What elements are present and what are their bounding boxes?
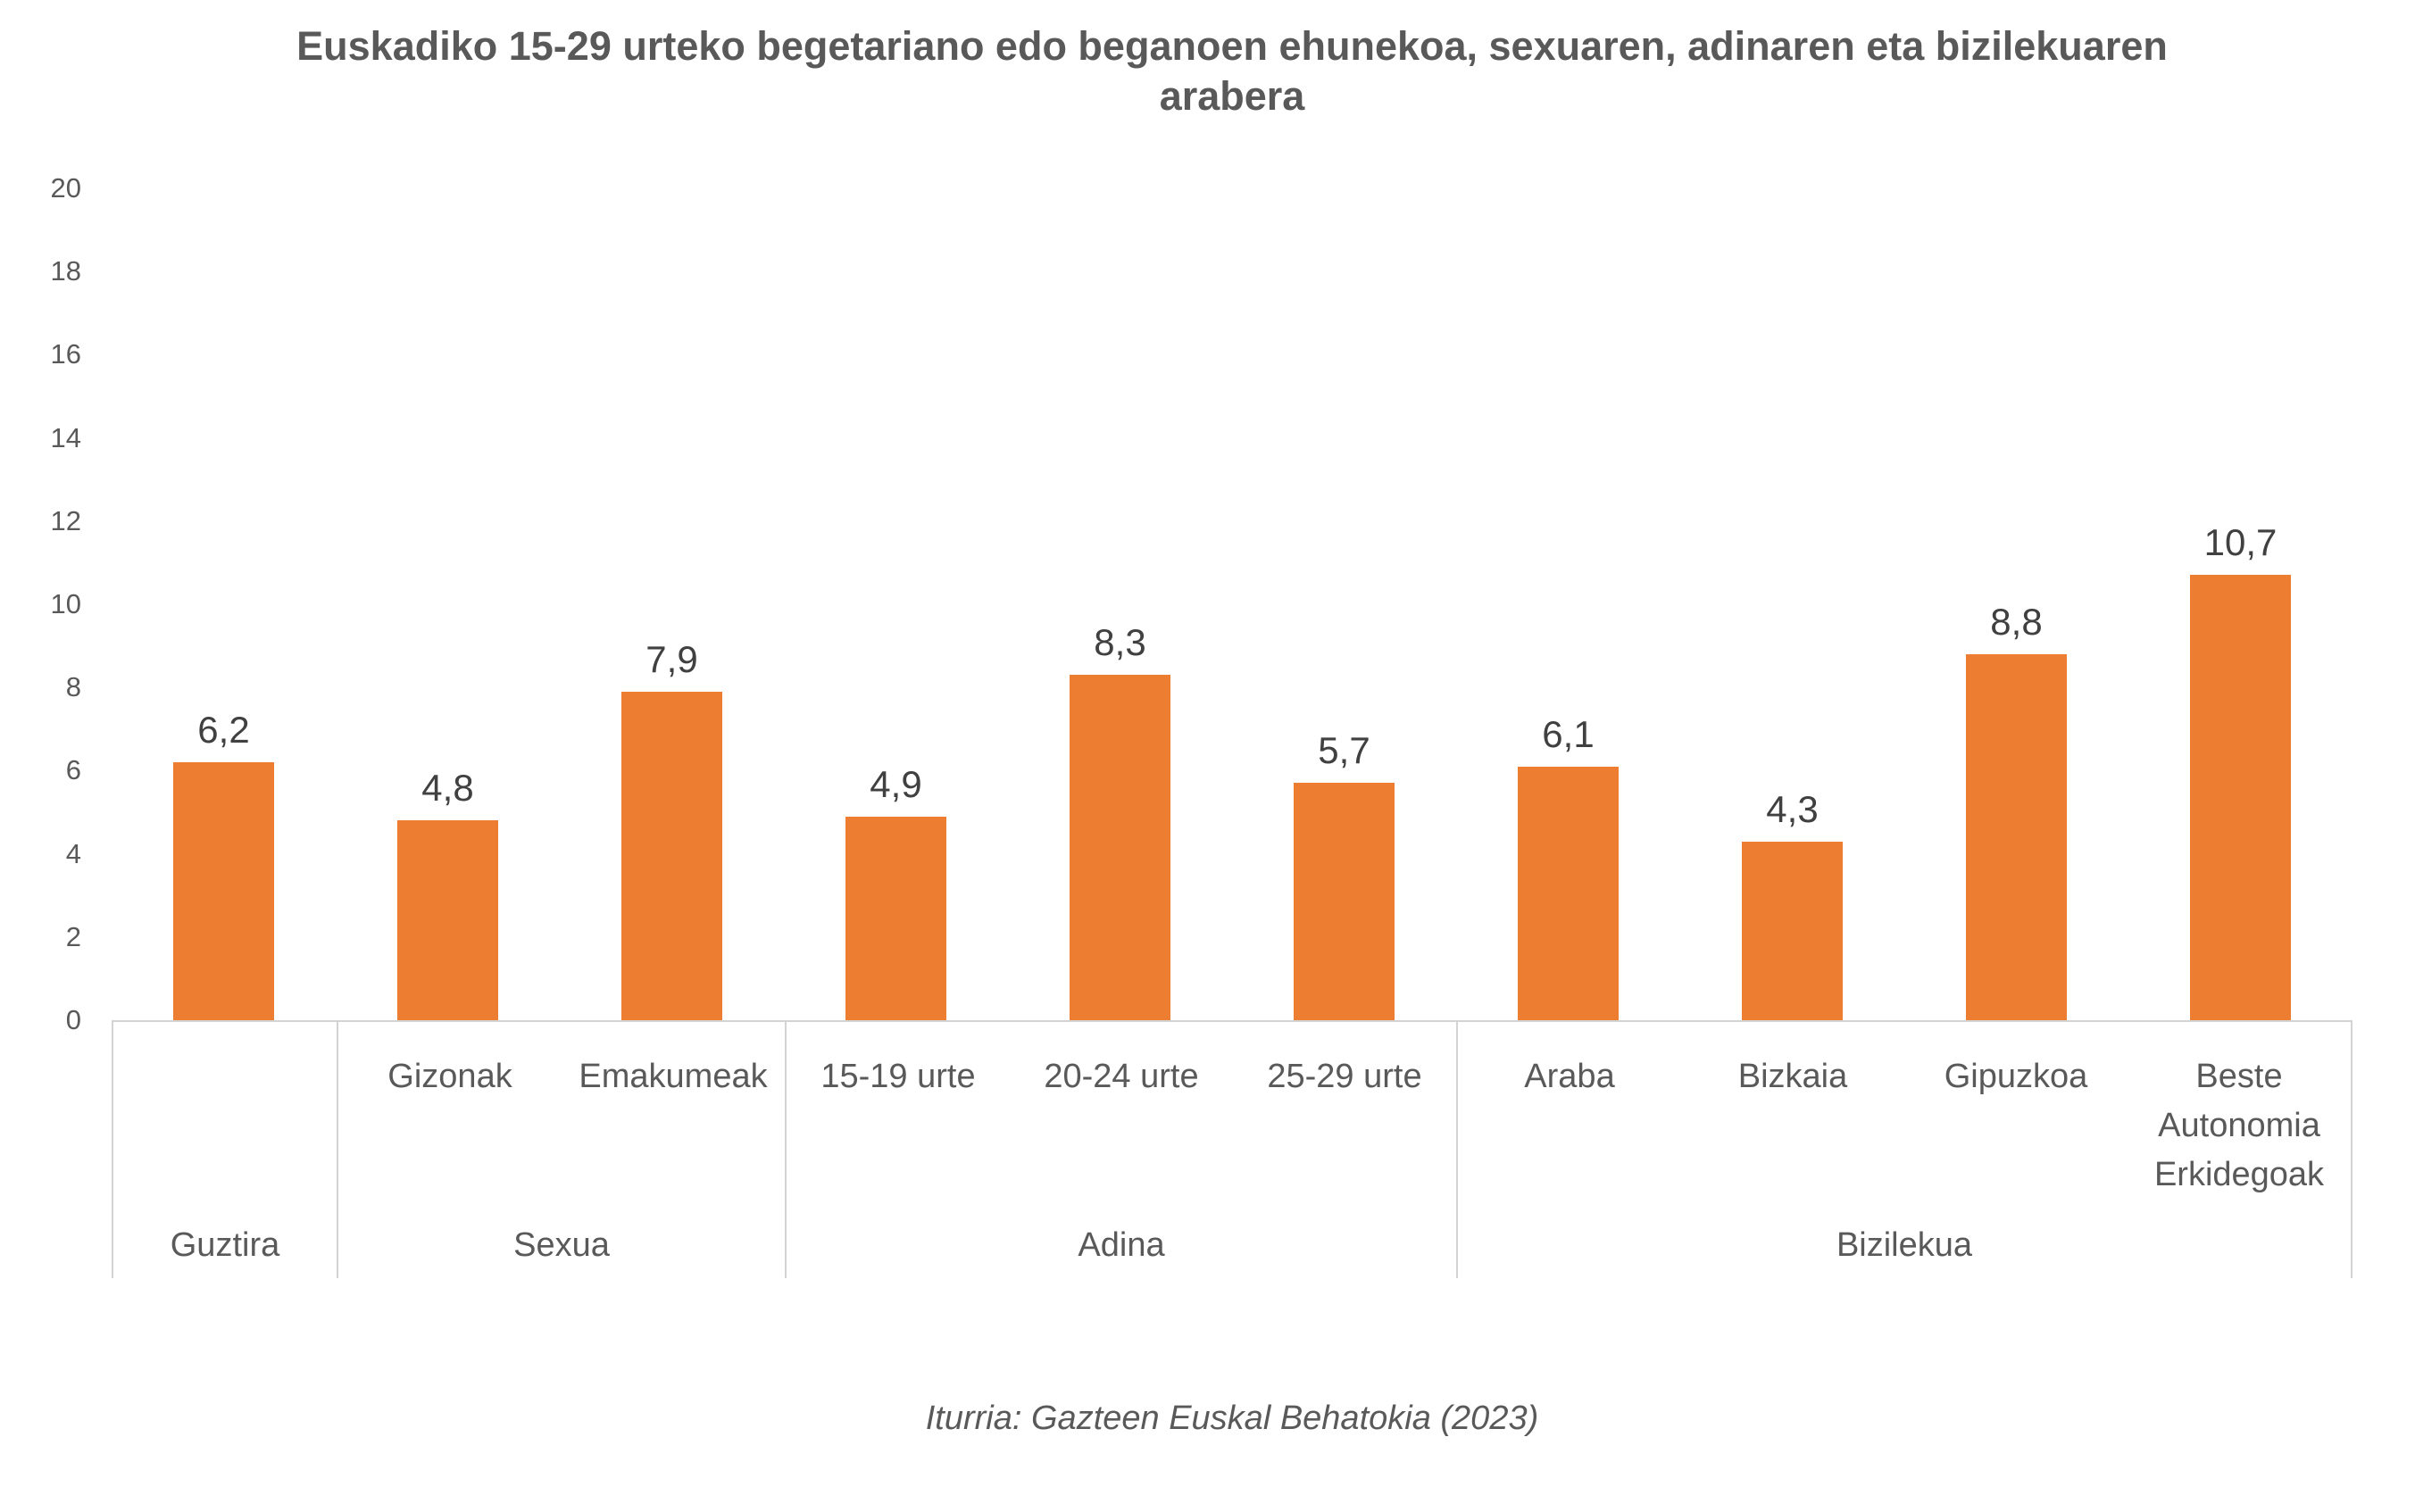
bar [173, 762, 274, 1020]
bar-slot: 6,2 [112, 188, 336, 1020]
category-row: Araba Bizkaia Gipuzkoa Beste Autonomia Erki… [1458, 1022, 2351, 1212]
bars-container: 6,2 4,8 7,9 4,9 8,3 5,7 6,1 4,3 8,8 10,7 [112, 188, 2353, 1020]
bar-value-label: 6,1 [1542, 712, 1595, 755]
bar-value-label: 5,7 [1318, 729, 1370, 772]
y-tick-label: 6 [65, 754, 81, 786]
y-tick-label: 8 [65, 671, 81, 703]
category-label: 25-29 urte [1267, 1058, 1422, 1095]
bar-value-label: 4,3 [1766, 787, 1819, 830]
bar [1294, 783, 1395, 1020]
bar-value-label: 8,8 [1990, 600, 2043, 643]
bar-slot: 5,7 [1232, 188, 1456, 1020]
bar [1518, 766, 1619, 1020]
bar [1070, 675, 1170, 1020]
bar-value-label: 4,9 [870, 762, 922, 805]
category-row: 15-19 urte 20-24 urte 25-29 urte [787, 1022, 1456, 1212]
category-row [113, 1022, 337, 1212]
category-label: 20-24 urte [1044, 1058, 1199, 1095]
source-caption: Iturria: Gazteen Euskal Behatokia (2023) [925, 1400, 1539, 1437]
y-tick-label: 14 [50, 421, 81, 453]
axis-group: Guztira [112, 1022, 337, 1278]
bar-slot: 4,3 [1680, 188, 1904, 1020]
y-tick-label: 4 [65, 837, 81, 869]
axis-group: Araba Bizkaia Gipuzkoa Beste Autonomia Erki… [1456, 1022, 2353, 1278]
bar-value-label: 8,3 [1094, 621, 1146, 664]
y-tick-label: 18 [50, 255, 81, 287]
chart-title-text: Euskadiko 15-29 urteko begetariano edo b… [296, 23, 2168, 120]
bar [1742, 841, 1843, 1020]
plot-area: 0 2 4 6 8 10 12 14 16 18 20 6,2 4,8 7,9 4,9 8,3 5,7 6,1 4… [51, 172, 2353, 1035]
group-label: Adina [1078, 1225, 1165, 1264]
bar-value-label: 4,8 [421, 767, 474, 810]
category-label: Emakumeak [579, 1058, 768, 1095]
bar-value-label: 7,9 [645, 637, 698, 680]
y-tick-label: 20 [50, 172, 81, 204]
y-tick-label: 2 [65, 920, 81, 952]
category-label: Gizonak [387, 1058, 512, 1095]
bar [397, 820, 498, 1020]
category-row: Gizonak Emakumeak [338, 1022, 785, 1212]
bar-slot: 6,1 [1456, 188, 1680, 1020]
bar-slot: 8,3 [1008, 188, 1232, 1020]
bar [2190, 575, 2291, 1020]
axis-group: 15-19 urte 20-24 urte 25-29 urte Adina [785, 1022, 1456, 1278]
category-label: Gipuzkoa [1944, 1058, 2088, 1095]
group-label: Sexua [513, 1225, 610, 1264]
axis-group: Gizonak Emakumeak Sexua [337, 1022, 785, 1278]
category-label: 15-19 urte [820, 1058, 976, 1095]
bar-value-label: 10,7 [2203, 521, 2278, 564]
y-tick-label: 16 [50, 338, 81, 370]
y-tick-label: 12 [50, 504, 81, 536]
y-tick-label: 0 [65, 1004, 81, 1035]
bar [1966, 653, 2067, 1020]
y-tick-label: 10 [50, 588, 81, 619]
group-label: Guztira [170, 1225, 280, 1264]
bar-value-label: 6,2 [197, 709, 250, 752]
bar-slot: 10,7 [2128, 188, 2353, 1020]
bar-slot: 4,8 [336, 188, 560, 1020]
category-label: Bizkaia [1737, 1058, 1848, 1095]
bar-slot: 4,9 [784, 188, 1008, 1020]
chart-title: Euskadiko 15-29 urteko begetariano edo b… [112, 21, 2353, 122]
bar [621, 691, 722, 1020]
category-label [113, 1052, 337, 1212]
bar [845, 816, 946, 1020]
bar-slot: 8,8 [1904, 188, 2128, 1020]
x-axis: Guztira Gizonak Emakumeak Sexua 15-19 urte 20… [112, 1020, 2353, 1278]
category-label: Araba [1524, 1058, 1615, 1095]
bar-slot: 7,9 [560, 188, 784, 1020]
group-label: Bizilekua [1836, 1225, 1973, 1264]
category-label: Beste Autonomia Erkidegoak [2153, 1058, 2325, 1194]
